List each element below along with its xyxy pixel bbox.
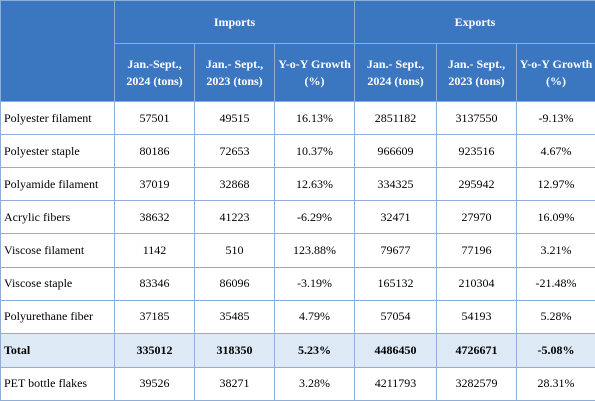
imports-2024-total-cell: 335012 (114, 332, 195, 368)
header-sub-row: Jan.-Sept., 2024 (tons) Jan.- Sept., 202… (1, 43, 595, 102)
total-row: Total 335012 318350 5.23% 4486450 472667… (0, 332, 595, 368)
exports-growth-cell: -21.48% (516, 266, 595, 301)
imports-2024-cell: 37185 (114, 299, 195, 334)
imports-2023-cell: 86096 (194, 266, 275, 301)
imports-2023-cell: 32868 (194, 167, 275, 202)
imports-2024-cell: 37019 (114, 167, 195, 202)
exports-2024-cell: 57054 (354, 299, 438, 334)
exports-2023-cell: 54193 (436, 299, 518, 334)
imports-group-header: Imports (113, 0, 356, 44)
product-name-cell: Viscose staple (0, 266, 115, 301)
table-row: Acrylic fibers 38632 41223 -6.29% 32471 … (0, 200, 595, 235)
table-row: Polyester filament 57501 49515 16.13% 28… (0, 100, 595, 136)
exports-2024-cell: 79677 (354, 233, 438, 268)
exports-2023-cell: 77196 (436, 233, 518, 268)
exports-growth-cell: 16.09% (516, 200, 595, 235)
imports-2024-cell: 1142 (114, 233, 195, 268)
imports-growth-cell: 4.79% (273, 299, 356, 334)
exports-growth-cell: 3.21% (516, 233, 595, 268)
imports-growth-cell: -6.29% (273, 200, 356, 235)
product-name-cell: PET bottle flakes (0, 366, 115, 401)
imports-growth-cell: 16.13% (273, 100, 356, 136)
exports-growth-cell: -9.13% (516, 100, 595, 136)
exports-2024-header: Jan.- Sept., 2024 (tons) (354, 43, 438, 102)
product-name-cell: Polyester filament (0, 100, 115, 136)
imports-2023-cell: 41223 (194, 200, 275, 235)
total-label-cell: Total (0, 332, 115, 368)
imports-2024-cell: 57501 (114, 100, 195, 136)
exports-growth-cell: 28.31% (516, 366, 595, 401)
imports-2024-header: Jan.-Sept., 2024 (tons) (114, 43, 195, 102)
table-row: Polyester staple 80186 72653 10.37% 9666… (0, 134, 595, 169)
exports-group-header: Exports (354, 0, 595, 44)
imports-2024-cell: 39526 (114, 366, 195, 401)
imports-growth-header: Y-o-Y Growth (%) (273, 43, 356, 102)
imports-2023-header: Jan.- Sept., 2023 (tons) (194, 43, 275, 102)
exports-2024-cell: 4211793 (354, 366, 438, 401)
imports-growth-cell: -3.19% (273, 266, 356, 301)
exports-2023-cell: 3282579 (436, 366, 518, 401)
table-row: Polyurethane fiber 37185 35485 4.79% 570… (0, 299, 595, 334)
product-name-cell: Acrylic fibers (0, 200, 115, 235)
exports-2023-cell: 295942 (436, 167, 518, 202)
imports-2023-cell: 510 (194, 233, 275, 268)
product-name-cell: Viscose filament (0, 233, 115, 268)
exports-growth-cell: 4.67% (516, 134, 595, 169)
exports-2024-cell: 966609 (354, 134, 438, 169)
imports-growth-total-cell: 5.23% (273, 332, 356, 368)
table-row: Viscose staple 83346 86096 -3.19% 165132… (0, 266, 595, 301)
imports-growth-cell: 123.88% (273, 233, 356, 268)
imports-growth-cell: 12.63% (273, 167, 356, 202)
exports-2024-cell: 165132 (354, 266, 438, 301)
exports-2023-cell: 210304 (436, 266, 518, 301)
exports-growth-cell: 5.28% (516, 299, 595, 334)
imports-growth-cell: 3.28% (273, 366, 356, 401)
exports-2023-header: Jan.- Sept., 2023 (tons) (436, 43, 518, 102)
exports-2023-cell: 923516 (436, 134, 518, 169)
table-row: Polyamide filament 37019 32868 12.63% 33… (0, 167, 595, 202)
table-body: Polyester filament 57501 49515 16.13% 28… (0, 100, 595, 401)
exports-2023-cell: 3137550 (436, 100, 518, 136)
imports-2023-cell: 49515 (194, 100, 275, 136)
exports-2024-cell: 334325 (354, 167, 438, 202)
imports-2023-total-cell: 318350 (194, 332, 275, 368)
table-row: Viscose filament 1142 510 123.88% 79677 … (0, 233, 595, 268)
exports-growth-cell: 12.97% (516, 167, 595, 202)
imports-2024-cell: 83346 (114, 266, 195, 301)
product-name-cell: Polyamide filament (0, 167, 115, 202)
imports-2024-cell: 38632 (114, 200, 195, 235)
exports-2024-total-cell: 4486450 (354, 332, 438, 368)
exports-2023-total-cell: 4726671 (436, 332, 518, 368)
table-row: PET bottle flakes 39526 38271 3.28% 4211… (0, 366, 595, 401)
exports-2024-cell: 2851182 (354, 100, 438, 136)
exports-2023-cell: 27970 (436, 200, 518, 235)
header-group-row: Imports Exports (0, 0, 595, 102)
header-corner-cell (0, 0, 115, 102)
exports-growth-total-cell: -5.08% (516, 332, 595, 368)
exports-growth-header: Y-o-Y Growth (%) (516, 43, 595, 102)
imports-2024-cell: 80186 (114, 134, 195, 169)
imports-growth-cell: 10.37% (273, 134, 356, 169)
imports-2023-cell: 72653 (194, 134, 275, 169)
exports-2024-cell: 32471 (354, 200, 438, 235)
imports-2023-cell: 35485 (194, 299, 275, 334)
product-name-cell: Polyester staple (0, 134, 115, 169)
product-name-cell: Polyurethane fiber (0, 299, 115, 334)
imports-2023-cell: 38271 (194, 366, 275, 401)
